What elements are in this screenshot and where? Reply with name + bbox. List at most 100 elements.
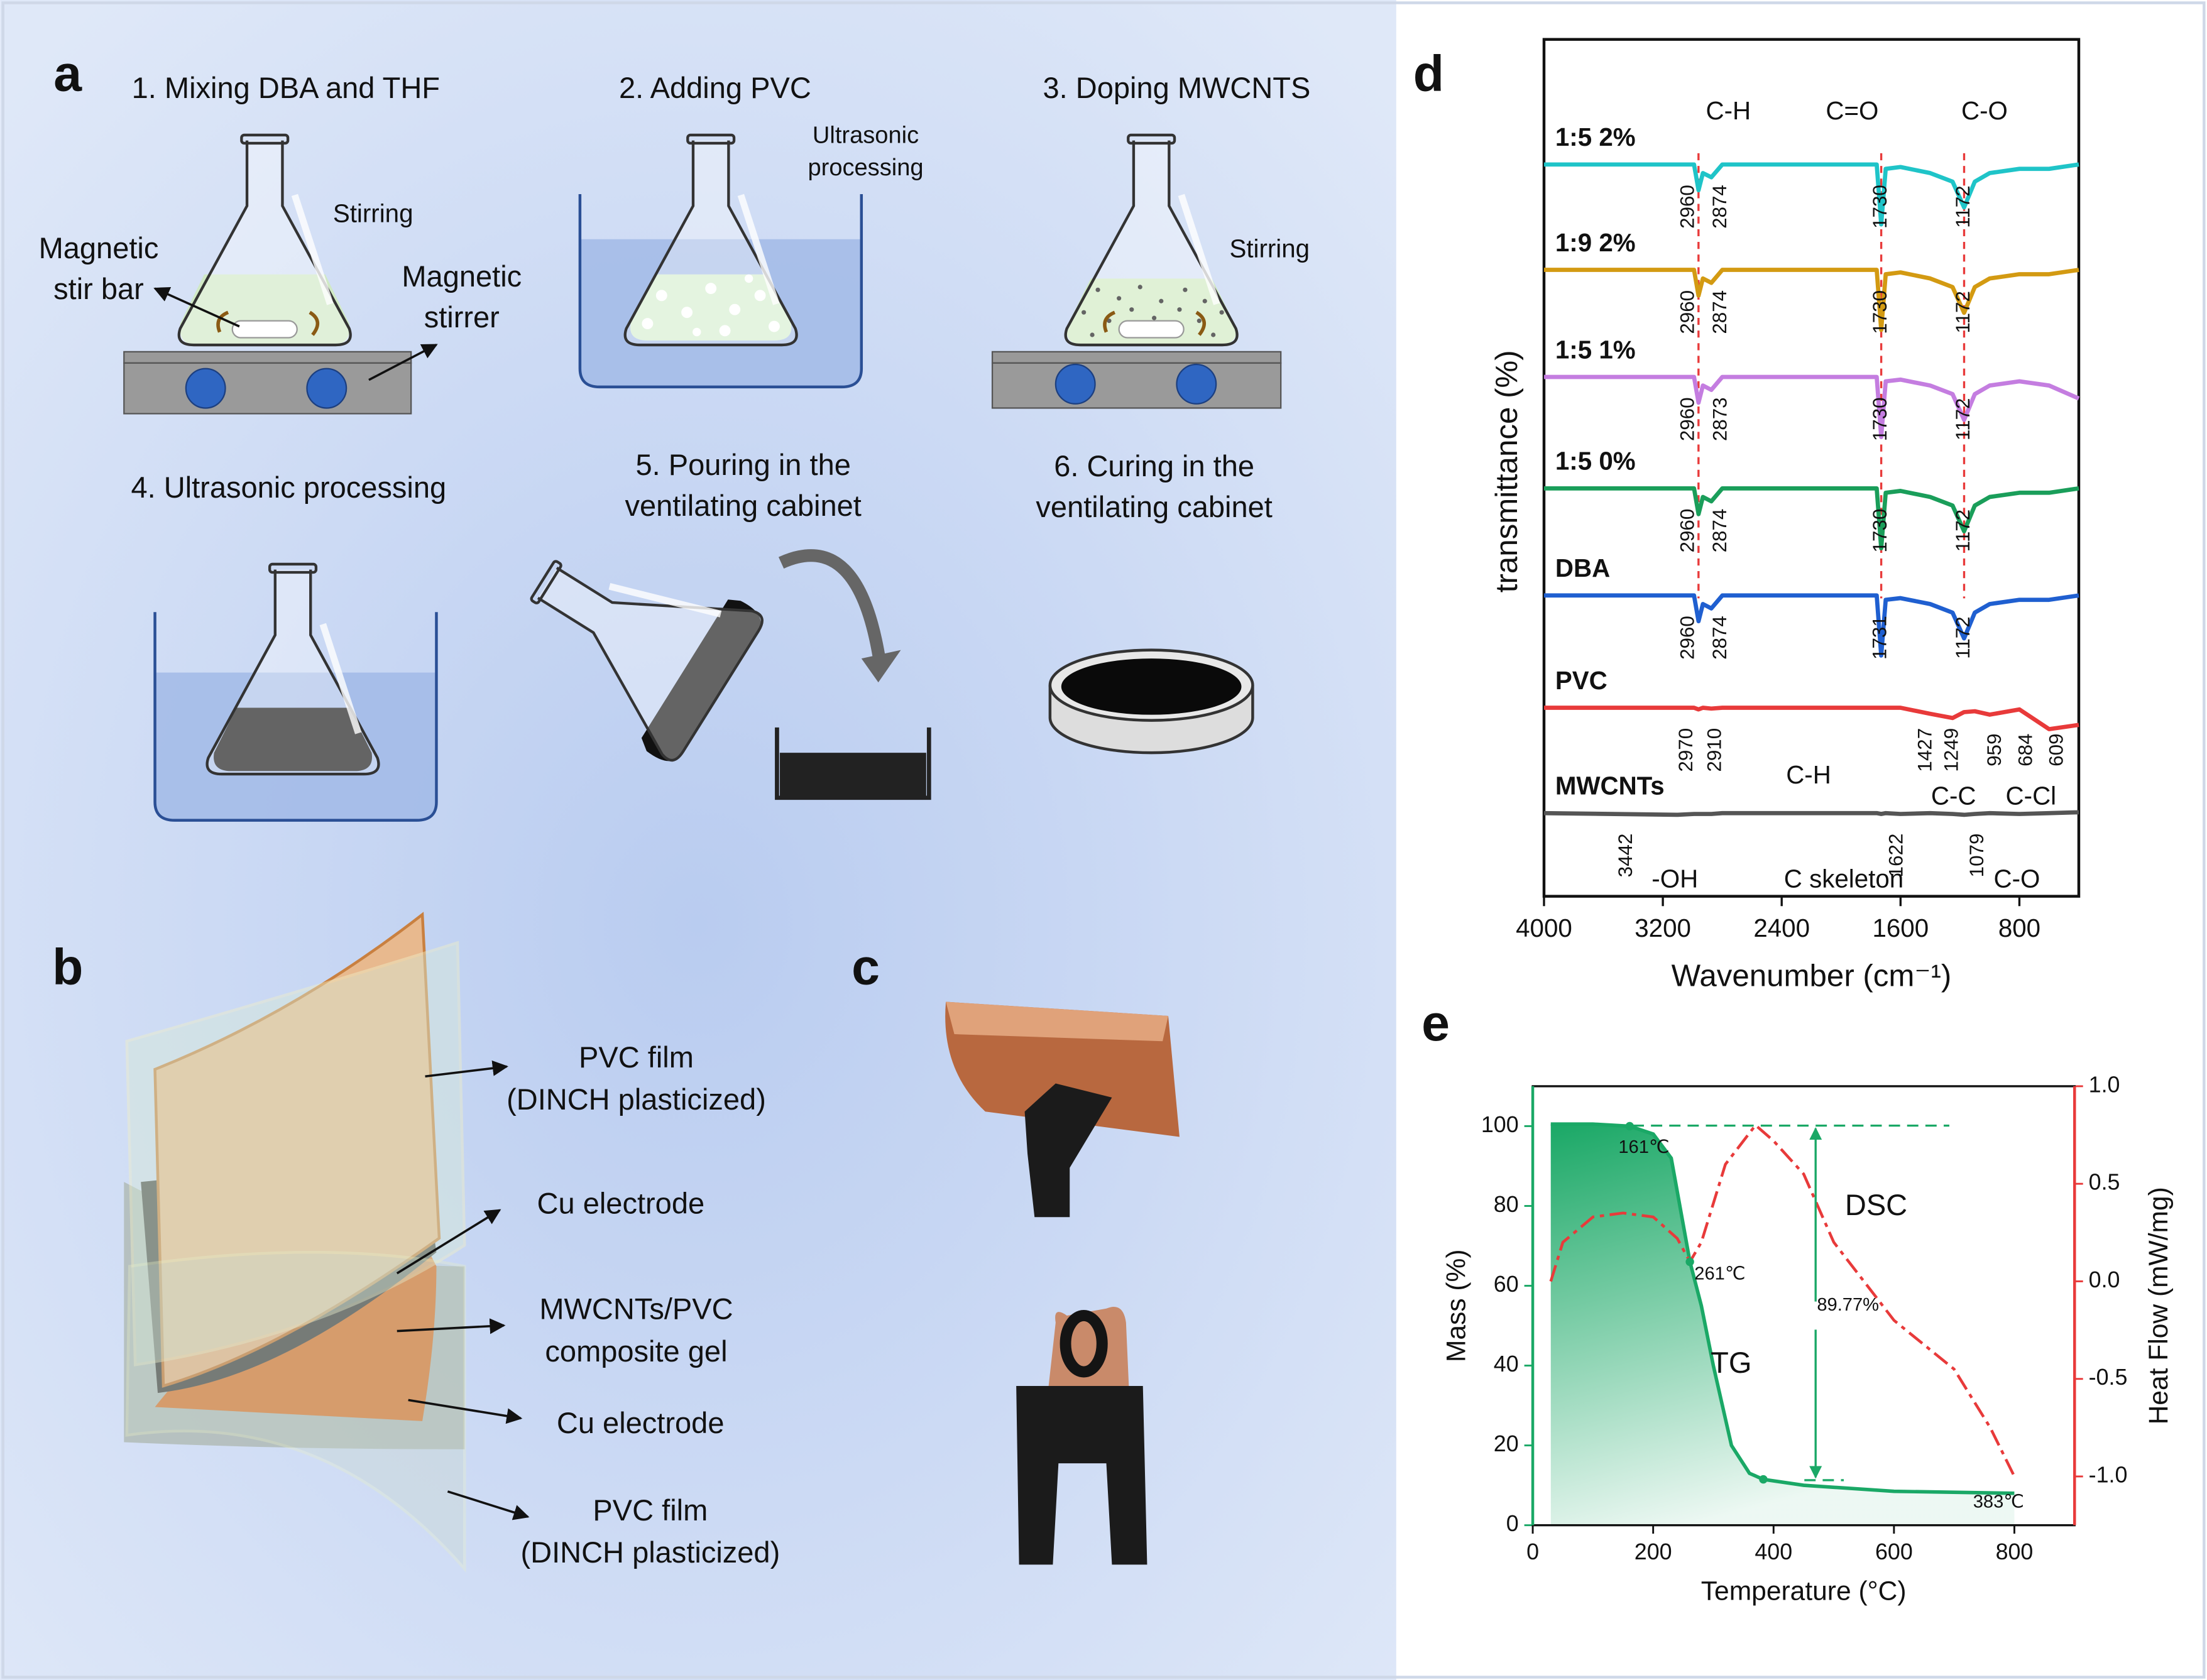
annotation: 261℃: [1694, 1264, 1745, 1284]
x-tick-label: 800: [1996, 1539, 2034, 1564]
peak-label: 1172: [1952, 510, 1974, 552]
peak-label: 2960: [1676, 290, 1698, 334]
peak-label: 684: [2014, 734, 2036, 766]
step-title: 3. Doping MWCNTS: [1043, 71, 1311, 104]
series-name: MWCNTs: [1555, 772, 1665, 800]
layer-label: composite gel: [545, 1334, 727, 1368]
x-tick-label: 600: [1875, 1539, 1913, 1564]
y-tick-label: 100: [1481, 1112, 1519, 1137]
peak-label: 2960: [1676, 397, 1698, 441]
series-name: DBA: [1555, 554, 1610, 582]
step-title: ventilating cabinet: [1036, 490, 1272, 523]
layer-label: PVC film: [593, 1493, 708, 1527]
spectrum: [1543, 706, 2079, 731]
tg-point: [1759, 1475, 1768, 1484]
spectrum: [1543, 486, 2079, 551]
dsc-curve: [1549, 1123, 2016, 1477]
peak-label: 2873: [1709, 397, 1731, 441]
plot-frame: [1542, 38, 2081, 898]
group-label: C-O: [1961, 97, 2008, 125]
x-tick-label: 2400: [1753, 914, 1810, 942]
x-tick-label: 1600: [1872, 914, 1929, 942]
layer-label: MWCNTs/PVC: [539, 1292, 733, 1326]
spectrum: [1543, 374, 2080, 439]
panel-b-illustration: [124, 912, 530, 1573]
panel-label: e: [1421, 995, 1450, 1052]
y-axis-label: Mass (%): [1442, 1249, 1472, 1362]
panel-label: d: [1413, 45, 1444, 102]
peak-label: 1172: [1952, 616, 1974, 658]
series-name: 1:5 1%: [1555, 335, 1636, 364]
y2-tick-label: -0.5: [2089, 1365, 2128, 1390]
step-3-illustration: [991, 135, 1282, 409]
peak-label: 2874: [1709, 185, 1731, 229]
group-label: C skeleton: [1784, 865, 1903, 893]
y2-tick-label: 0.0: [2089, 1267, 2120, 1292]
x-tick-label: 4000: [1516, 914, 1572, 942]
step-title: 5. Pouring in the: [635, 448, 850, 481]
peak-label: 1172: [1952, 291, 1974, 333]
step-title: 4. Ultrasonic processing: [131, 471, 446, 504]
peak-label: 1079: [1966, 834, 1988, 878]
y-axis-label: transmittance (%): [1489, 350, 1524, 592]
spectrum: [1543, 810, 2079, 817]
y-tick-label: 80: [1494, 1192, 1519, 1217]
y-tick-label: 20: [1494, 1431, 1519, 1456]
panel-label: c: [852, 939, 880, 996]
note: Ultrasonic: [813, 122, 919, 148]
series-label: DSC: [1845, 1188, 1907, 1221]
group-label: -OH: [1651, 865, 1698, 893]
layer-label: Cu electrode: [557, 1406, 725, 1439]
peak-label: 609: [2045, 734, 2067, 766]
y2-axis-label: Heat Flow (mW/mg): [2144, 1187, 2174, 1424]
layer-label: Cu electrode: [537, 1187, 705, 1220]
spectrum: [1543, 593, 2079, 658]
step-6-illustration: [1048, 648, 1254, 755]
tg-point: [1685, 1257, 1694, 1267]
y2-tick-label: -1.0: [2089, 1462, 2128, 1487]
y-tick-label: 40: [1494, 1351, 1519, 1377]
layer-label: (DINCH plasticized): [507, 1083, 766, 1116]
peak-label: 1427: [1914, 728, 1936, 772]
peak-label: 1172: [1952, 398, 1974, 440]
spectrum: [1543, 162, 2079, 227]
peak-label: 3442: [1614, 834, 1636, 878]
y-tick-label: 0: [1506, 1511, 1519, 1536]
panel-label: a: [53, 45, 82, 102]
spectrum: [1543, 268, 2079, 332]
group-label: C-O: [1994, 865, 2040, 893]
peak-label: 2960: [1676, 616, 1698, 660]
peak-label: 1730: [1869, 397, 1891, 441]
peak-label: 1730: [1869, 185, 1891, 229]
step-title: ventilating cabinet: [625, 489, 861, 522]
annotation: 383℃: [1973, 1492, 2024, 1512]
peak-label: 1731: [1869, 616, 1891, 660]
series-name: 1:9 2%: [1555, 229, 1636, 257]
x-tick-label: 800: [1998, 914, 2040, 942]
x-tick-label: 400: [1755, 1539, 1792, 1564]
group-label: C-H: [1786, 761, 1831, 789]
tg-area: [1550, 1124, 2015, 1525]
annotation: 89.77%: [1817, 1295, 1879, 1315]
y2-tick-label: 1.0: [2089, 1072, 2120, 1097]
step-1-illustration: [123, 135, 438, 415]
step-title: 6. Curing in the: [1054, 449, 1254, 483]
peak-label: 2910: [1704, 728, 1726, 772]
note: Magnetic: [39, 231, 159, 265]
note: Magnetic: [402, 259, 522, 293]
peak-label: 1172: [1952, 185, 1974, 227]
note: Stirring: [1229, 234, 1310, 263]
note: Stirring: [333, 199, 413, 227]
note: processing: [808, 155, 923, 181]
peak-label: 2874: [1709, 290, 1731, 334]
group-label: C-Cl: [2006, 782, 2057, 810]
peak-label: 2960: [1676, 185, 1698, 229]
series-label: TG: [1711, 1346, 1751, 1379]
peak-label: 2970: [1675, 728, 1697, 772]
group-label: C=O: [1826, 97, 1878, 125]
group-label: C-H: [1706, 97, 1751, 125]
series-name: 1:5 0%: [1555, 447, 1636, 476]
panel-label: b: [52, 939, 83, 996]
